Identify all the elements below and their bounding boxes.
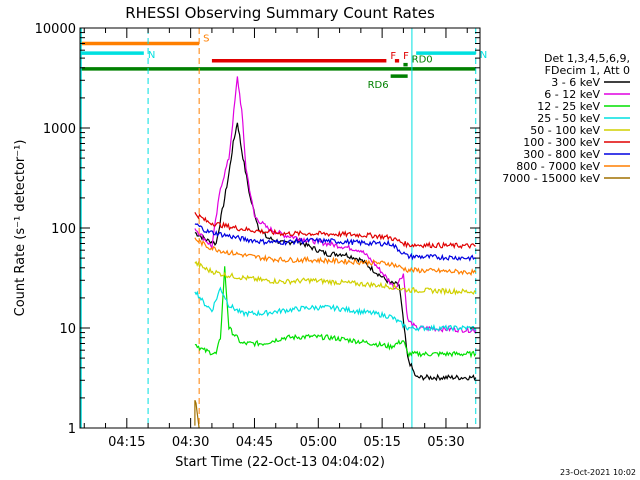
legend-entry-2: 12 - 25 keV	[537, 100, 600, 113]
series-line-1	[194, 76, 477, 334]
y-tick-label: 10000	[35, 22, 76, 37]
flag-label-2: N	[480, 50, 487, 61]
y-axis-label: Count Rate (s⁻¹ detector⁻¹)	[13, 140, 28, 317]
y-tick-label: 10	[59, 322, 76, 337]
timestamp: 23-Oct-2021 10:02	[560, 468, 636, 477]
x-tick-label: 04:45	[236, 435, 273, 450]
plot-frame	[79, 27, 481, 429]
y-tick-label: 1	[68, 422, 76, 437]
x-tick-label: 04:15	[108, 435, 145, 450]
series-line-2	[194, 266, 477, 359]
x-tick-label: 05:15	[363, 435, 400, 450]
flag-label-4: F	[403, 51, 409, 62]
x-tick-label: 04:30	[172, 435, 209, 450]
legend-entry-7: 800 - 7000 keV	[516, 160, 600, 173]
x-axis-ticks: 04:15 04:30 04:45 05:00 05:15 05:30	[83, 28, 468, 450]
x-axis-label: Start Time (22-Oct-13 04:04:02)	[175, 455, 385, 470]
vertical-marker-lines	[80, 28, 477, 428]
flag-bars: S N N F F RD6 RD0	[80, 33, 487, 91]
flag-label-0: S	[203, 33, 209, 44]
legend-entry-6: 300 - 800 keV	[523, 148, 600, 161]
legend-entry-5: 100 - 300 keV	[523, 136, 600, 149]
series-lines	[194, 76, 477, 429]
x-tick-label: 05:00	[300, 435, 337, 450]
flag-label-7: RD0	[412, 55, 433, 66]
legend-header-0: Det 1,3,4,5,6,9,	[544, 52, 630, 65]
series-line-6	[194, 223, 476, 262]
series-line-7	[194, 237, 477, 277]
legend: Det 1,3,4,5,6,9,FDecim 1, Att 03 - 6 keV…	[502, 52, 630, 185]
legend-entry-4: 50 - 100 keV	[530, 124, 600, 137]
flag-label-1: N	[148, 50, 155, 61]
legend-entry-3: 25 - 50 keV	[537, 112, 600, 125]
x-tick-label: 05:30	[427, 435, 464, 450]
series-line-8	[194, 399, 200, 429]
chart-title: RHESSI Observing Summary Count Rates	[125, 4, 435, 22]
series-line-0	[194, 122, 477, 382]
flag-label-3: F	[390, 51, 396, 62]
series-line-4	[194, 260, 477, 296]
flag-label-6: RD6	[368, 80, 389, 91]
legend-header-1: FDecim 1, Att 0	[545, 64, 630, 77]
y-tick-label: 100	[51, 222, 76, 237]
legend-entry-1: 6 - 12 keV	[544, 88, 600, 101]
y-axis-ticks: 1 10 100 1000 10000	[35, 22, 480, 437]
legend-entry-0: 3 - 6 keV	[551, 76, 600, 89]
legend-entry-8: 7000 - 15000 keV	[502, 172, 600, 185]
y-tick-label: 1000	[43, 122, 76, 137]
series-line-5	[194, 212, 476, 250]
series-line-3	[194, 286, 477, 333]
